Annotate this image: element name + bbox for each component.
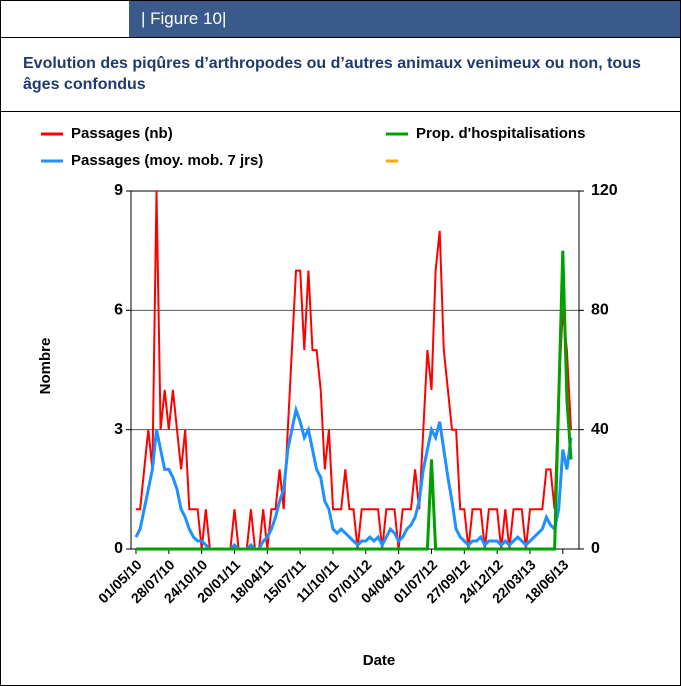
divider: [1, 37, 680, 38]
divider: [1, 111, 680, 112]
series-line: [134, 404, 573, 551]
y-tick-label: 3: [114, 421, 123, 438]
y-axis-label: Nombre: [37, 338, 54, 395]
series-line: [136, 250, 573, 551]
legend-label: Prop. d'hospitalisations: [416, 125, 585, 142]
chart-title: Evolution des piqûres d’arthropodes ou d…: [23, 55, 641, 93]
series-line: [136, 190, 572, 550]
y-tick-label: 0: [114, 540, 123, 557]
x-axis-label: Date: [363, 652, 396, 669]
y2-tick-label: 80: [591, 302, 609, 319]
figure-label: | Figure 10|: [129, 1, 680, 37]
y2-tick-label: 0: [591, 540, 600, 557]
y-tick-label: 9: [114, 182, 123, 199]
plot-frame: [130, 190, 580, 550]
y2-tick-label: 40: [591, 421, 609, 438]
legend-label: Passages (moy. mob. 7 jrs): [71, 152, 263, 169]
legend-label: Passages (nb): [71, 125, 173, 142]
y-tick-label: 6: [114, 302, 123, 319]
y2-tick-label: 120: [591, 182, 618, 199]
